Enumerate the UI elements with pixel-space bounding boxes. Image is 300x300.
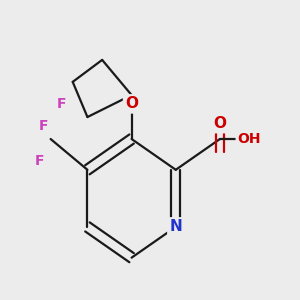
Text: F: F xyxy=(35,154,44,168)
Text: N: N xyxy=(169,219,182,234)
Text: F: F xyxy=(38,119,48,133)
Text: F: F xyxy=(57,97,66,111)
Text: O: O xyxy=(125,96,138,111)
Text: O: O xyxy=(213,116,226,131)
Text: OH: OH xyxy=(238,132,261,146)
